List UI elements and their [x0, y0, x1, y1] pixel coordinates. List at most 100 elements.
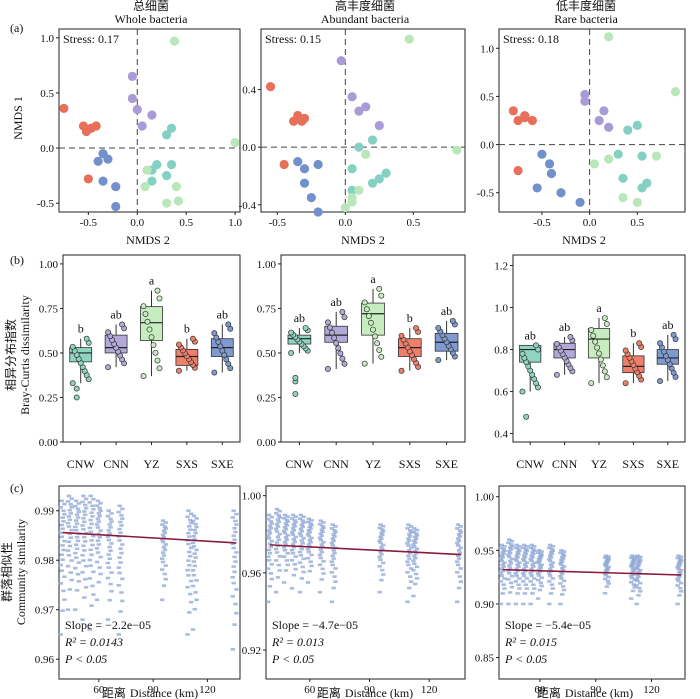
decay-0-point [67, 544, 73, 548]
decay-0-point [96, 580, 102, 584]
decay-1-point [269, 539, 274, 543]
decay-1-point [297, 590, 303, 594]
decay-2-point [605, 579, 610, 583]
box-0-category-label: SXS [176, 457, 198, 471]
decay-0-point [65, 549, 71, 552]
decay-0-point [231, 565, 236, 568]
decay-0-point [188, 579, 194, 583]
decay-0-point [87, 526, 92, 530]
decay-0-point [61, 509, 66, 513]
decay-2-point [558, 561, 563, 565]
decay-0-point [61, 589, 66, 593]
box-1-sample-point [370, 326, 376, 333]
decay-1-point [274, 507, 280, 511]
nmds-1-point [293, 156, 303, 167]
decay-0-point [83, 497, 89, 501]
decay-2-point [603, 574, 609, 577]
decay-2-point [532, 587, 537, 590]
decay-2-point [634, 565, 639, 569]
decay-0-point [233, 560, 238, 563]
decay-1-point [298, 553, 304, 557]
decay-1-point [299, 529, 305, 533]
decay-0-point [116, 510, 121, 514]
decay-0-point [106, 553, 111, 556]
decay-2-point [547, 554, 553, 557]
nmds-0-point [166, 123, 177, 133]
decay-0-point [59, 535, 64, 539]
nmds-0-xtick-label: 1.0 [228, 217, 242, 229]
nmds-0-point [59, 103, 69, 113]
nmds-0-point [147, 176, 157, 186]
decay-0-point [90, 515, 95, 518]
decay-0-point [106, 529, 111, 532]
decay-0-point [161, 554, 167, 557]
decay-0-point [82, 535, 87, 539]
decay-0-point [83, 531, 89, 535]
box-0-sample-point [140, 373, 147, 380]
decay-0-point [75, 507, 81, 511]
decay-1-point [289, 548, 295, 552]
decay-1-point [269, 515, 274, 519]
decay-2-point [561, 554, 567, 557]
decay-0-point [69, 505, 74, 509]
decay-1-point [406, 563, 411, 567]
decay-0-point [118, 520, 123, 524]
decay-2-point [547, 567, 553, 571]
decay-2-point [500, 556, 505, 559]
box-1-category-label: CNN [324, 457, 350, 471]
box-1-category-label: SXE [435, 457, 458, 471]
decay-0-point [232, 570, 237, 574]
decay-1-point [284, 518, 289, 522]
decay-0-point [89, 511, 94, 515]
nmds-2-point [613, 149, 623, 159]
decay-2-point [532, 549, 537, 553]
decay-2-point [515, 569, 520, 573]
nmds-2-point [604, 154, 614, 164]
decay-1-point [408, 525, 414, 528]
decay-2-point [531, 552, 536, 556]
decay-1-point [309, 553, 314, 557]
decay-1-point [285, 563, 290, 567]
decay-2-point [517, 561, 522, 565]
decay-1-point [268, 526, 274, 530]
decay-0-point [91, 497, 96, 501]
decay-1-point [413, 535, 418, 539]
decay-1-point [456, 539, 462, 543]
decay-2-point [514, 567, 519, 571]
decay-0-point [194, 517, 199, 520]
decay-0-point [233, 519, 238, 523]
decay-0-point [120, 507, 125, 511]
decay-1-point [307, 569, 312, 573]
decay-1-point [377, 526, 382, 530]
decay-2-point [499, 559, 505, 563]
box-0-sample-point [211, 330, 218, 337]
decay-1-point [276, 563, 282, 567]
column-title-cn-rare: 低丰度细菌 [556, 0, 616, 13]
decay-1-point [282, 531, 288, 535]
decay-2-point [548, 551, 554, 554]
decay-2-point [500, 569, 505, 573]
decay-2-point [522, 592, 528, 595]
nmds-0-point [152, 159, 162, 170]
decay-0-point [60, 516, 65, 519]
decay-1-point [456, 586, 462, 590]
decay-1-point [406, 523, 411, 526]
decay-0-point [107, 523, 112, 526]
decay-2-point [550, 549, 556, 553]
decay-1-point [293, 515, 298, 519]
box-1-significance-letter: b [407, 311, 413, 325]
decay-0-point [117, 556, 122, 559]
box-2-sample-point [588, 380, 595, 387]
decay-1-point [330, 563, 335, 567]
decay-0-point [83, 513, 88, 517]
box-2-sample-point [596, 350, 602, 357]
decay-1-point [289, 558, 295, 562]
decay-2-point [502, 549, 507, 553]
decay-2-point [528, 557, 533, 561]
decay-0-point [90, 584, 95, 588]
decay-1-regression-line [269, 544, 462, 556]
decay-2-point [606, 582, 611, 585]
decay-0-point [97, 506, 102, 510]
decay-1-point [285, 520, 290, 523]
decay-1-point [379, 545, 384, 549]
